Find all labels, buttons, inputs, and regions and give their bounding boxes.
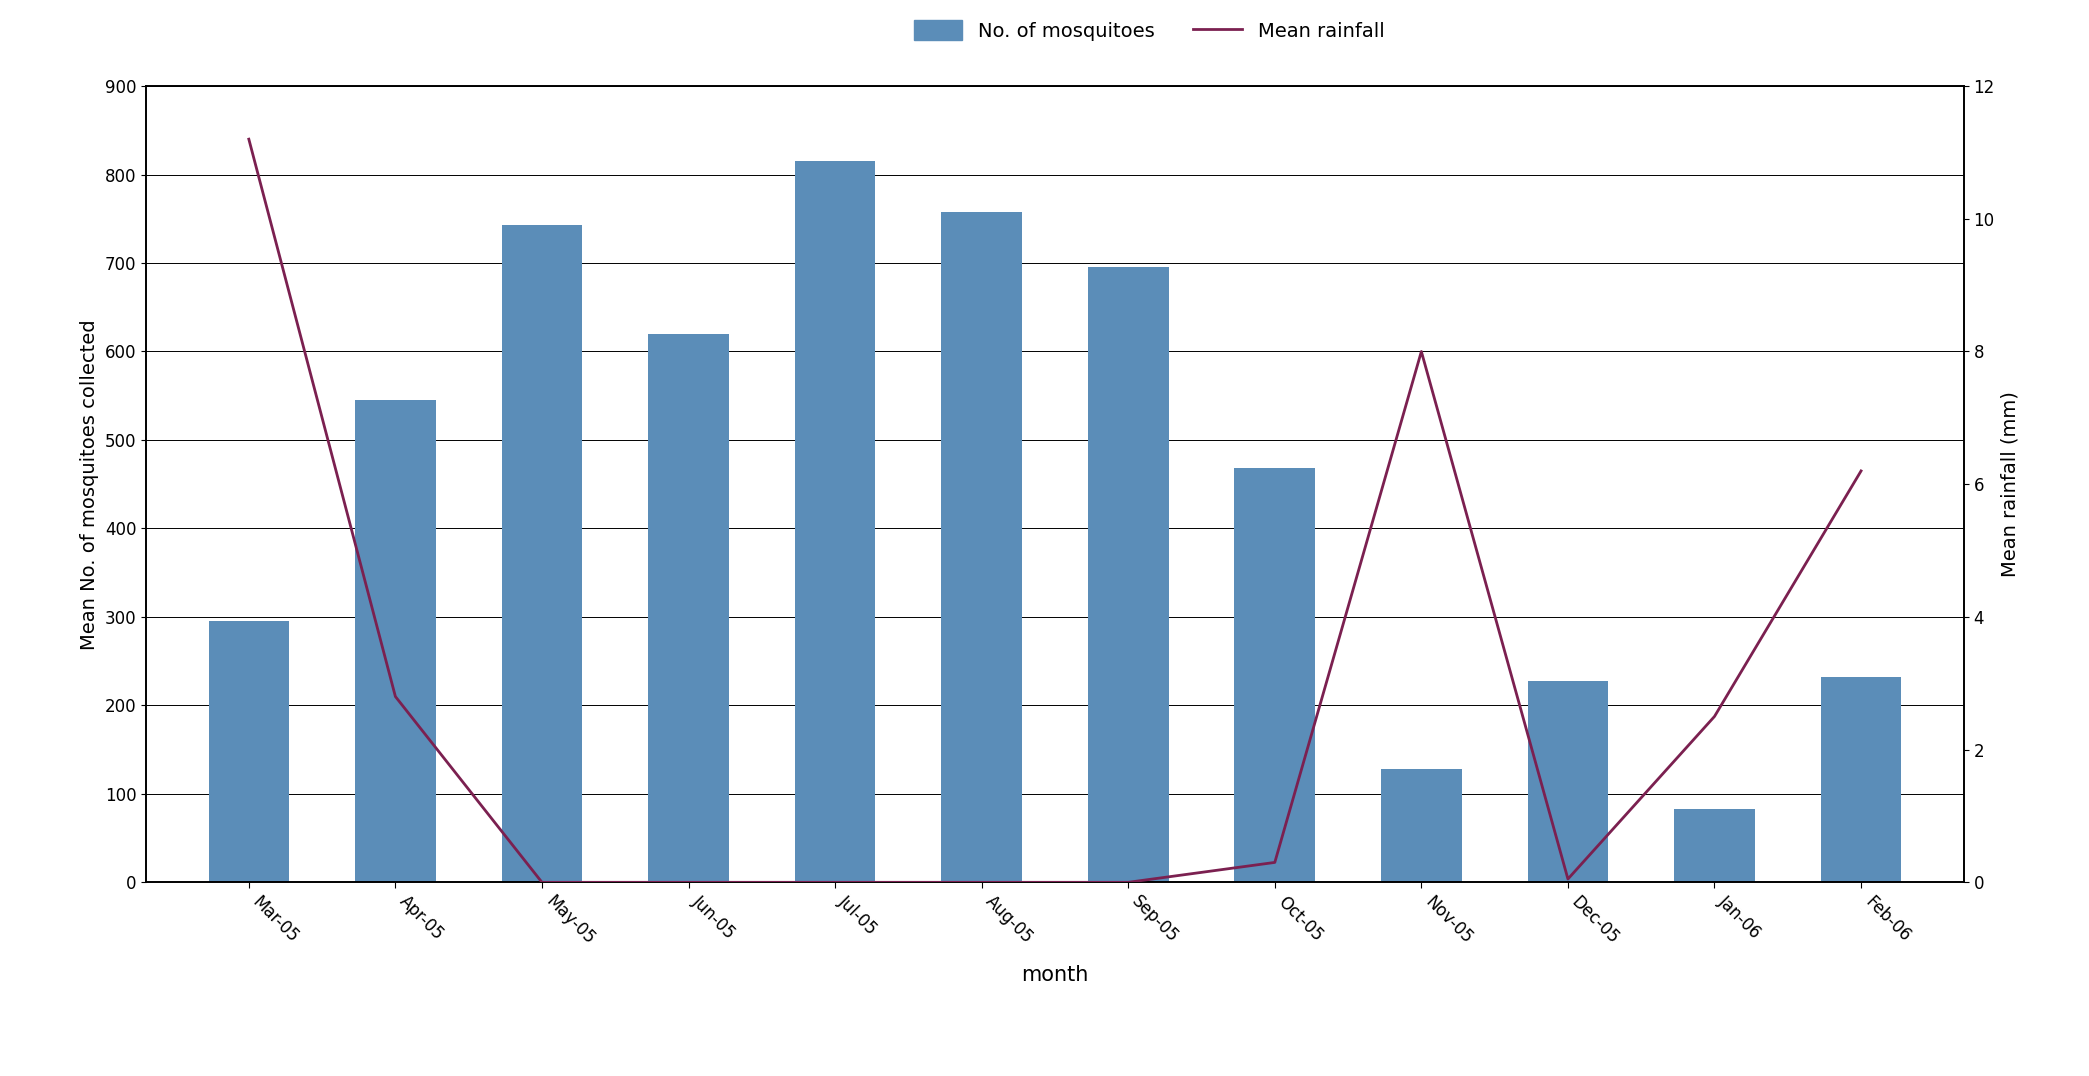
Bar — [355, 400, 437, 882]
Bar — [501, 225, 583, 882]
X-axis label: month: month — [1022, 965, 1088, 986]
Bar — [1527, 681, 1609, 882]
Bar — [1673, 809, 1755, 882]
Y-axis label: Mean No. of mosquitoes collected: Mean No. of mosquitoes collected — [79, 318, 100, 650]
Bar — [1235, 468, 1316, 882]
Legend: No. of mosquitoes, Mean rainfall: No. of mosquitoes, Mean rainfall — [913, 20, 1385, 41]
Y-axis label: Mean rainfall (mm): Mean rainfall (mm) — [1999, 392, 2020, 577]
Bar — [794, 161, 875, 882]
Bar — [1381, 769, 1462, 882]
Bar — [209, 621, 288, 882]
Bar — [1822, 677, 1901, 882]
Bar — [942, 212, 1022, 882]
Bar — [1088, 268, 1168, 882]
Bar — [648, 334, 729, 882]
